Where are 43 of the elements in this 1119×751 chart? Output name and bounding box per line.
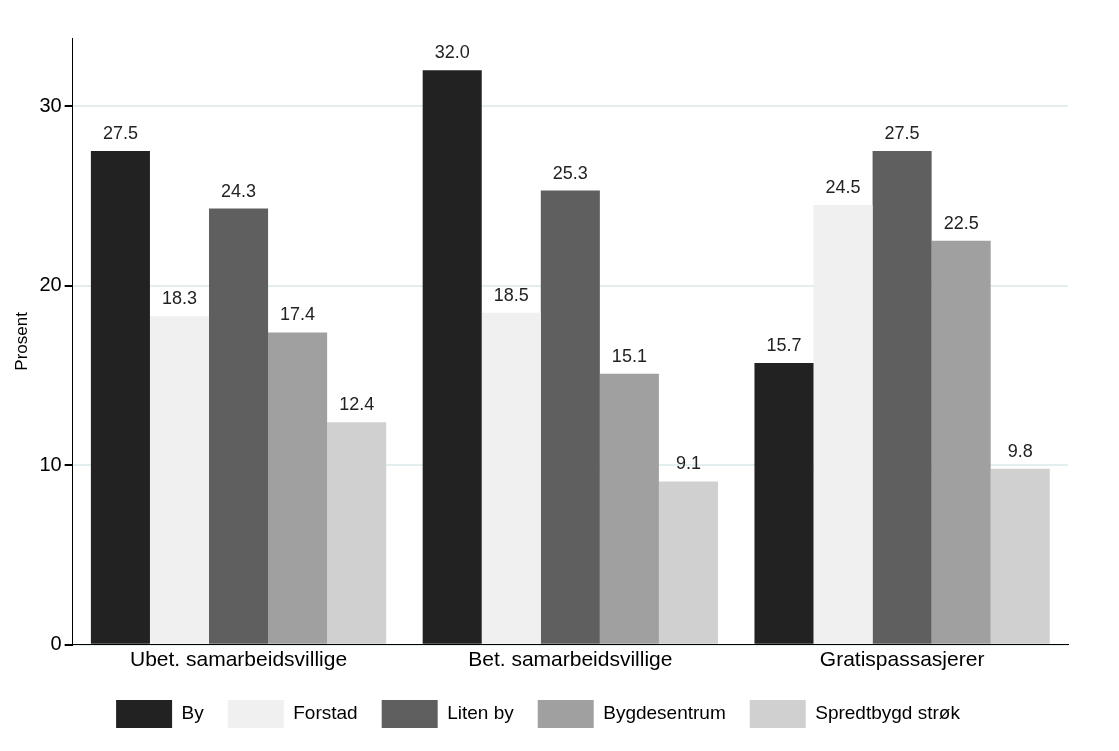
bar [481,312,541,644]
bar [268,332,328,644]
data-label: 15.7 [766,334,802,355]
y-axis-title: Prosent [11,311,31,371]
bar [422,70,482,644]
data-label: 18.3 [161,288,197,309]
data-label: 24.3 [221,180,257,201]
legend-label: Forstad [293,702,358,724]
bar [658,481,718,644]
bar [90,151,150,644]
y-tick-label: 30 [39,93,62,116]
data-label: 22.5 [943,212,979,233]
x-tick-label: Bet. samarbeidsvillige [468,647,673,671]
data-label: 27.5 [102,123,138,144]
bar [931,240,991,644]
bar [540,190,600,644]
y-tick-label: 10 [39,452,62,475]
bar [149,316,210,644]
legend-label: Liten by [447,702,515,724]
data-label: 12.4 [339,394,375,415]
data-label: 15.1 [611,345,647,366]
bar [754,362,814,644]
legend-label: By [181,702,205,724]
x-tick-label: Gratispassasjerer [819,647,985,671]
data-label: 25.3 [552,162,588,183]
y-tick-label: 0 [50,632,62,655]
bar [813,204,873,644]
bar [327,422,387,644]
data-label: 17.4 [280,304,316,325]
legend-label: Spredtbygd strøk [815,702,961,724]
data-label: 9.1 [675,453,701,474]
data-label: 18.5 [493,284,529,305]
bar [209,208,269,644]
legend-label: Bygdesentrum [603,702,726,724]
data-label: 27.5 [884,123,920,144]
x-tick-label: Ubet. samarbeidsvillige [129,647,348,671]
data-label: 32.0 [434,42,470,63]
bar [990,468,1050,644]
y-tick-label: 20 [39,273,62,296]
data-label: 24.5 [825,176,861,197]
data-label: 9.8 [1007,440,1033,461]
bar [872,151,932,644]
bar [599,373,659,644]
